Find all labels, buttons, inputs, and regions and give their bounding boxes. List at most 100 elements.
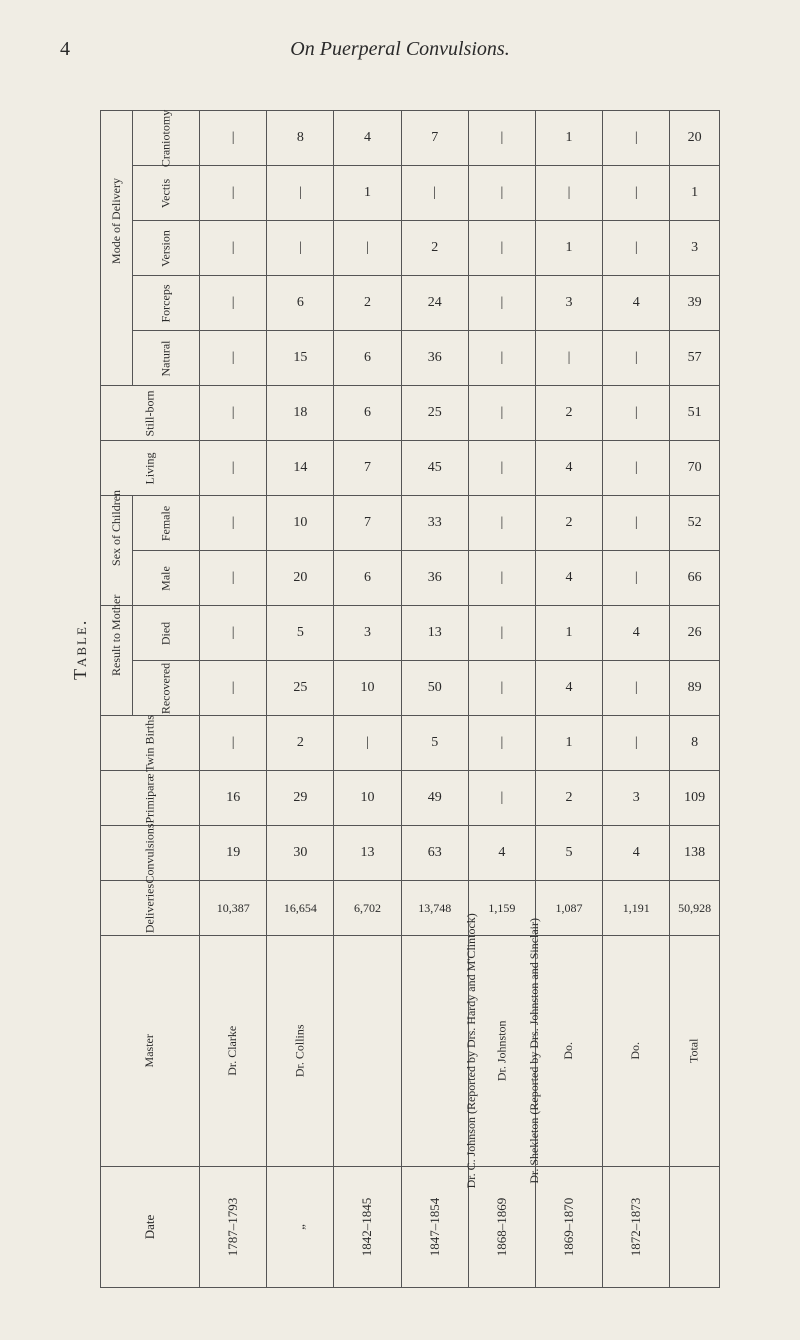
- cell: 2: [401, 221, 468, 276]
- cell: 4: [334, 111, 401, 166]
- cell: 15: [267, 331, 334, 386]
- cell: |: [200, 551, 267, 606]
- cell: |: [200, 441, 267, 496]
- table-row: Version | | | 2 | 1 | 3: [101, 221, 720, 276]
- cell: 20: [267, 551, 334, 606]
- cell: 6: [334, 551, 401, 606]
- cell-total: 52: [670, 496, 720, 551]
- cell: 1: [535, 221, 602, 276]
- cell: 25: [267, 661, 334, 716]
- cell: |: [200, 221, 267, 276]
- cell: 5: [535, 826, 602, 881]
- cell: |: [603, 661, 670, 716]
- date-cell: 1869–1870: [535, 1167, 602, 1288]
- cell: 2: [535, 386, 602, 441]
- cell: |: [200, 716, 267, 771]
- table-row: Recovered | 25 10 50 | 4 | 89: [101, 661, 720, 716]
- master-cell: Do.: [535, 936, 602, 1167]
- row-header: Craniotomy: [132, 111, 199, 166]
- table-row: Deliveries 10,387 16,654 6,702 13,748 1,…: [101, 881, 720, 936]
- cell: |: [468, 606, 535, 661]
- row-header: Forceps: [132, 276, 199, 331]
- date-cell: 1872–1873: [603, 1167, 670, 1288]
- cell: 4: [603, 606, 670, 661]
- cell-total: 26: [670, 606, 720, 661]
- cell-total: 51: [670, 386, 720, 441]
- cell-total: 1: [670, 166, 720, 221]
- cell: 25: [401, 386, 468, 441]
- cell: 6,702: [334, 881, 401, 936]
- cell: |: [200, 496, 267, 551]
- cell: 18: [267, 386, 334, 441]
- cell: |: [200, 606, 267, 661]
- master-cell: Dr. Collins: [267, 936, 334, 1167]
- cell: |: [603, 331, 670, 386]
- date-total-cell: [670, 1167, 720, 1288]
- cell: 13: [401, 606, 468, 661]
- row-header-date: Date: [101, 1167, 200, 1288]
- cell: 36: [401, 551, 468, 606]
- table-row: Result to Mother Died | 5 3 13 | 1 4 26: [101, 606, 720, 661]
- cell: 1,087: [535, 881, 602, 936]
- table-row: Natural | 15 6 36 | | | 57: [101, 331, 720, 386]
- cell: |: [468, 661, 535, 716]
- cell: |: [603, 716, 670, 771]
- cell: 33: [401, 496, 468, 551]
- cell: 16: [200, 771, 267, 826]
- cell: 4: [535, 441, 602, 496]
- cell: 14: [267, 441, 334, 496]
- cell: 4: [535, 551, 602, 606]
- cell: 1,191: [603, 881, 670, 936]
- cell: 10: [334, 661, 401, 716]
- row-header: Version: [132, 221, 199, 276]
- cell: 4: [468, 826, 535, 881]
- cell: |: [200, 386, 267, 441]
- table-row: Male | 20 6 36 | 4 | 66: [101, 551, 720, 606]
- cell: 7: [334, 496, 401, 551]
- cell: 1: [535, 111, 602, 166]
- cell: |: [468, 386, 535, 441]
- date-row: Date 1787–1793 „ 1842–1845 1847–1854 186…: [101, 1167, 720, 1288]
- cell: 1: [535, 606, 602, 661]
- cell: 6: [267, 276, 334, 331]
- cell: 49: [401, 771, 468, 826]
- row-header-master: Master: [101, 936, 200, 1167]
- cell: |: [468, 221, 535, 276]
- date-cell: 1847–1854: [401, 1167, 468, 1288]
- cell: 16,654: [267, 881, 334, 936]
- cell: 4: [535, 661, 602, 716]
- cell: |: [603, 111, 670, 166]
- cell-total: 50,928: [670, 881, 720, 936]
- cell-total: 66: [670, 551, 720, 606]
- cell: 1: [535, 716, 602, 771]
- cell: 10: [267, 496, 334, 551]
- table-row: Sex of Children Female | 10 7 33 | 2 | 5…: [101, 496, 720, 551]
- cell: 45: [401, 441, 468, 496]
- cell: 36: [401, 331, 468, 386]
- cell: 2: [334, 276, 401, 331]
- cell: |: [200, 331, 267, 386]
- cell: |: [535, 331, 602, 386]
- cell-total: 3: [670, 221, 720, 276]
- table-side-label: Table.: [70, 619, 91, 680]
- row-header: Male: [132, 551, 199, 606]
- cell: |: [468, 496, 535, 551]
- running-title: On Puerperal Convulsions.: [0, 38, 800, 61]
- cell: |: [267, 166, 334, 221]
- cell: 3: [535, 276, 602, 331]
- cell: 8: [267, 111, 334, 166]
- date-cell: 1787–1793: [200, 1167, 267, 1288]
- table-row: Vectis | | 1 | | | | 1: [101, 166, 720, 221]
- cell: 2: [535, 771, 602, 826]
- row-header: Vectis: [132, 166, 199, 221]
- row-header: Deliveries: [101, 881, 200, 936]
- cell: |: [334, 716, 401, 771]
- cell: |: [603, 166, 670, 221]
- cell: |: [468, 276, 535, 331]
- cell: |: [267, 221, 334, 276]
- cell: 5: [401, 716, 468, 771]
- cell: 2: [535, 496, 602, 551]
- table-row: Twin Births | 2 | 5 | 1 | 8: [101, 716, 720, 771]
- cell: 19: [200, 826, 267, 881]
- group-result-to-mother: Result to Mother: [101, 606, 133, 716]
